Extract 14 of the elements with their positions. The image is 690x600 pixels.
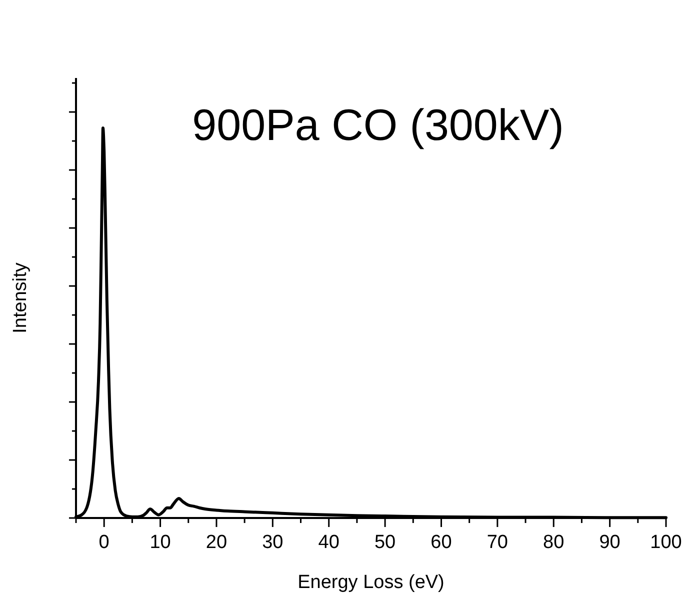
- x-tick-label: 20: [206, 532, 228, 553]
- x-tick-label: 100: [650, 532, 682, 553]
- y-axis-title: Intensity: [10, 262, 31, 334]
- x-tick-label: 50: [374, 532, 396, 553]
- x-tick-label: 30: [262, 532, 284, 553]
- chart-title: 900Pa CO (300kV): [192, 101, 564, 150]
- x-tick-label: 90: [599, 532, 620, 553]
- x-tick-label: 40: [318, 532, 340, 553]
- x-tick-label: 0: [98, 532, 110, 553]
- x-tick-label: 70: [486, 532, 508, 553]
- x-tick-label: 10: [150, 532, 171, 553]
- x-axis-title: Energy Loss (eV): [298, 572, 444, 593]
- x-tick-label: 60: [430, 532, 452, 553]
- x-tick-label: 80: [543, 532, 564, 553]
